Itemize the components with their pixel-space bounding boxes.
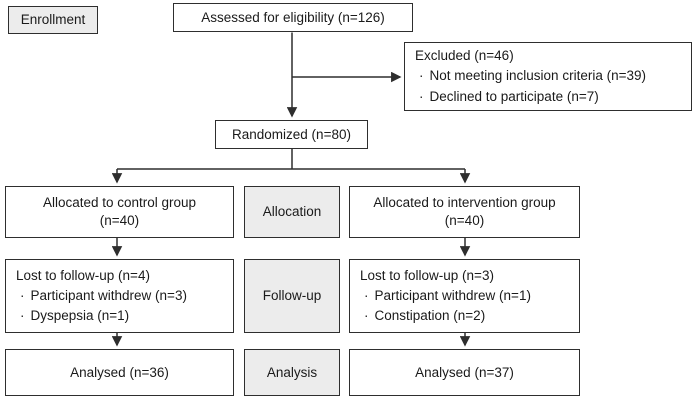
excluded-item-text: Declined to participate (n=7) [429, 88, 599, 104]
line-randomized-split [117, 149, 465, 170]
bullet-icon: · [20, 287, 25, 303]
assessed-for-eligibility-box: Assessed for eligibility (n=126) [173, 3, 413, 32]
excluded-item: · Not meeting inclusion criteria (n=39) [413, 66, 683, 86]
stage-label-followup: Follow-up [244, 259, 340, 333]
intervention-allocation-box: Allocated to intervention group (n=40) [349, 186, 580, 238]
control-followup-item: · Participant withdrew (n=3) [14, 286, 225, 306]
excluded-box: Excluded (n=46) · Not meeting inclusion … [404, 42, 692, 111]
stage-label-enrollment: Enrollment [8, 6, 98, 34]
control-allocation-line2: (n=40) [99, 213, 140, 228]
bullet-icon: · [419, 88, 424, 104]
control-followup-item: · Dyspepsia (n=1) [14, 306, 225, 326]
intervention-followup-item: · Participant withdrew (n=1) [358, 286, 571, 306]
control-allocation-line1: Allocated to control group [42, 195, 197, 211]
intervention-analysed-box: Analysed (n=37) [349, 349, 580, 396]
bullet-icon: · [364, 287, 369, 303]
intervention-followup-title: Lost to follow-up (n=3) [360, 267, 494, 283]
control-followup-box: Lost to follow-up (n=4) · Participant wi… [5, 259, 234, 333]
excluded-item: · Declined to participate (n=7) [413, 87, 683, 107]
bullet-icon: · [419, 68, 424, 84]
intervention-followup-box: Lost to follow-up (n=3) · Participant wi… [349, 259, 580, 333]
intervention-allocation-line2: (n=40) [444, 213, 485, 228]
intervention-followup-item-text: Constipation (n=2) [374, 308, 486, 324]
control-followup-item-text: Participant withdrew (n=3) [30, 287, 187, 303]
bullet-icon: · [364, 308, 369, 324]
excluded-item-text: Not meeting inclusion criteria (n=39) [429, 68, 646, 84]
intervention-allocation-text: Allocated to intervention group (n=40) [373, 194, 555, 229]
control-allocation-text: Allocated to control group (n=40) [43, 194, 196, 229]
stage-label-allocation: Allocation [244, 186, 340, 238]
stage-label-analysis: Analysis [244, 349, 340, 396]
control-followup-item-text: Dyspepsia (n=1) [30, 308, 130, 324]
randomized-box: Randomized (n=80) [215, 120, 368, 149]
intervention-followup-item: · Constipation (n=2) [358, 306, 571, 326]
excluded-title: Excluded (n=46) [415, 48, 514, 64]
bullet-icon: · [20, 308, 25, 324]
control-analysed-box: Analysed (n=36) [5, 349, 234, 396]
intervention-followup-item-text: Participant withdrew (n=1) [374, 287, 531, 303]
control-allocation-box: Allocated to control group (n=40) [5, 186, 234, 238]
control-followup-title: Lost to follow-up (n=4) [16, 267, 150, 283]
intervention-allocation-line1: Allocated to intervention group [373, 195, 556, 211]
